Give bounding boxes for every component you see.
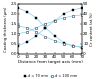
Y-axis label: Coating thickness (µm): Coating thickness (µm) <box>4 6 8 52</box>
X-axis label: Distance from target axis (mm): Distance from target axis (mm) <box>18 60 82 64</box>
Legend: d = 70 mm, d = 100 mm: d = 70 mm, d = 100 mm <box>23 74 77 78</box>
Y-axis label: Cr content (at.%): Cr content (at.%) <box>90 12 94 46</box>
